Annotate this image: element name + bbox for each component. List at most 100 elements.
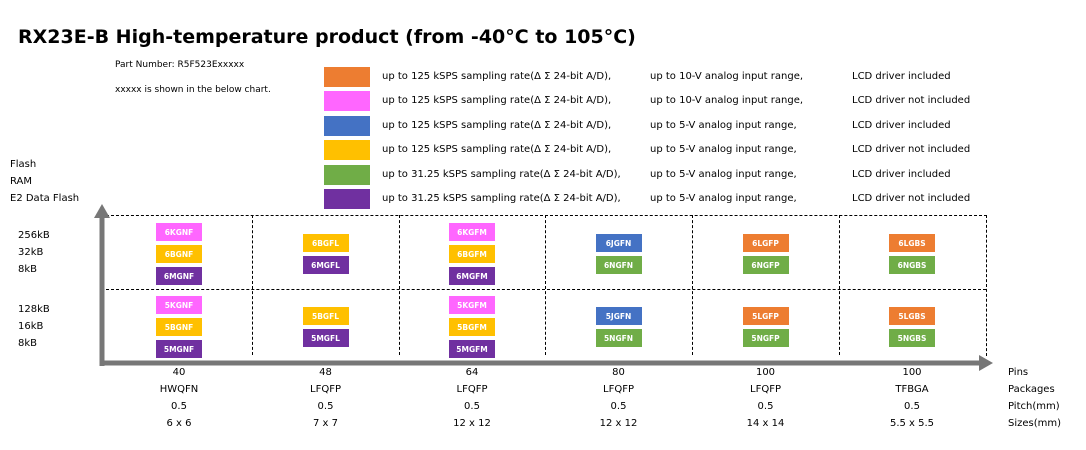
column-pitch: 0.5: [757, 401, 774, 412]
part-chip: 6NGBS: [889, 256, 935, 274]
column-pitch: 0.5: [171, 401, 187, 412]
legend-swatch: [324, 164, 370, 185]
chart-grid: [106, 215, 987, 356]
label-pins: Pins: [1008, 367, 1029, 378]
column-divider: [399, 215, 400, 355]
column-size: 5.5 x 5.5: [889, 418, 935, 429]
part-chip: 6MGNF: [156, 267, 202, 285]
row-2-flash: 128kB: [18, 304, 50, 315]
part-chip: 5LGBS: [889, 307, 935, 325]
column-package: LFQFP: [310, 384, 341, 395]
legend-rate: up to 31.25 kSPS sampling rate(Δ Σ 24-bi…: [382, 193, 621, 204]
part-chip: 6JGFN: [595, 234, 642, 252]
column-package: LFQFP: [456, 384, 488, 395]
part-chip: 5BGFL: [302, 307, 349, 325]
legend-rate: up to 125 kSPS sampling rate(Δ Σ 24-bit …: [382, 71, 612, 82]
column-pins: 100: [755, 367, 776, 378]
column-package: TFBGA: [895, 384, 929, 395]
part-chip: 6MGFL: [302, 256, 349, 274]
part-chip: 6LGFP: [742, 234, 789, 252]
column-pitch: 0.5: [317, 401, 334, 412]
row-1-e2: 8kB: [18, 264, 38, 275]
column-pins: 40: [172, 367, 186, 378]
column-size: 12 x 12: [453, 418, 491, 429]
column-size: 14 x 14: [746, 418, 785, 429]
legend-row: up to 31.25 kSPS sampling rate(Δ Σ 24-bi…: [324, 164, 1064, 185]
part-chip: 6KGNF: [156, 223, 202, 241]
column-pitch: 0.5: [904, 401, 920, 412]
part-chip: 5MGFM: [449, 340, 495, 358]
part-chip: 5KGNF: [156, 296, 202, 314]
part-chip: 6NGFN: [595, 256, 642, 274]
label-sizes: Sizes(mm): [1008, 418, 1062, 429]
column-pins: 64: [465, 367, 479, 378]
column-divider: [692, 215, 693, 355]
y-axis-arrow-icon: [94, 204, 110, 218]
legend-range: up to 10-V analog input range,: [650, 95, 804, 107]
legend-lcd: LCD driver not included: [852, 144, 971, 156]
legend-lcd: LCD driver included: [852, 168, 951, 180]
legend-row: up to 31.25 kSPS sampling rate(Δ Σ 24-bi…: [324, 189, 1064, 209]
x-axis-arrow-icon: [979, 355, 993, 371]
column-size: 7 x 7: [313, 418, 338, 429]
legend-swatch: [324, 189, 370, 209]
part-chip: 6BGFM: [449, 245, 495, 263]
column-divider: [252, 215, 253, 355]
column-size: 12 x 12: [599, 418, 638, 429]
column-divider: [545, 215, 546, 355]
legend-lcd: LCD driver included: [852, 71, 951, 82]
part-chip: 5NGBS: [889, 329, 935, 347]
part-chip: 5KGFM: [449, 296, 495, 314]
column-pitch: 0.5: [464, 401, 480, 412]
legend-range: up to 5-V analog input range,: [650, 119, 797, 131]
legend-rate: up to 31.25 kSPS sampling rate(Δ Σ 24-bi…: [382, 168, 621, 180]
legend-range: up to 10-V analog input range,: [650, 71, 804, 82]
legend-lcd: LCD driver included: [852, 119, 951, 131]
part-chip: 5NGFN: [595, 329, 642, 347]
legend-lcd: LCD driver not included: [852, 95, 971, 107]
legend-row: up to 125 kSPS sampling rate(Δ Σ 24-bit …: [324, 115, 1064, 136]
column-pitch: 0.5: [610, 401, 627, 412]
legend-range: up to 5-V analog input range,: [650, 144, 797, 156]
part-chip: 5MGFL: [302, 329, 349, 347]
part-chip: 5MGNF: [156, 340, 202, 358]
legend-swatch: [324, 140, 370, 161]
legend-range: up to 5-V analog input range,: [650, 168, 797, 180]
legend-swatch: [324, 91, 370, 112]
label-packages: Packages: [1008, 384, 1055, 395]
part-note: xxxxx is shown in the below chart.: [115, 85, 271, 95]
legend-row: up to 125 kSPS sampling rate(Δ Σ 24-bit …: [324, 91, 1064, 112]
label-pitch: Pitch(mm): [1008, 401, 1060, 412]
legend-rate: up to 125 kSPS sampling rate(Δ Σ 24-bit …: [382, 144, 612, 156]
legend-swatch: [324, 115, 370, 136]
row-2-e2: 8kB: [18, 338, 38, 349]
part-chip: 6BGNF: [156, 245, 202, 263]
legend-rate: up to 125 kSPS sampling rate(Δ Σ 24-bit …: [382, 119, 612, 131]
column-pins: 48: [319, 367, 332, 378]
legend-rate: up to 125 kSPS sampling rate(Δ Σ 24-bit …: [382, 95, 612, 107]
column-package: HWQFN: [159, 384, 199, 395]
y-axis-label-e2: E2 Data Flash: [10, 193, 80, 204]
row-1-ram: 32kB: [18, 247, 44, 258]
page-title: RX23E-B High-temperature product (from -…: [18, 26, 636, 48]
part-chip: 5LGFP: [742, 307, 789, 325]
part-chip: 5NGFP: [742, 329, 789, 347]
row-1-flash: 256kB: [18, 230, 50, 241]
part-chip: 5JGFN: [595, 307, 642, 325]
column-pins: 100: [902, 367, 922, 378]
row-2-ram: 16kB: [18, 321, 44, 332]
legend-swatch: [324, 67, 370, 87]
y-axis-label-flash: Flash: [10, 159, 37, 170]
part-chip: 6NGFP: [742, 256, 789, 274]
part-chip: 6KGFM: [449, 223, 495, 241]
part-chip: 6BGFL: [302, 234, 349, 252]
column-package: LFQFP: [603, 384, 634, 395]
legend-row: up to 125 kSPS sampling rate(Δ Σ 24-bit …: [324, 67, 1064, 87]
part-chip: 6LGBS: [889, 234, 935, 252]
column-size: 6 x 6: [166, 418, 192, 429]
part-chip: 5BGNF: [156, 318, 202, 336]
part-number: Part Number: R5F523Exxxxx: [115, 60, 245, 70]
row-divider: [106, 289, 986, 290]
column-pins: 80: [612, 367, 625, 378]
